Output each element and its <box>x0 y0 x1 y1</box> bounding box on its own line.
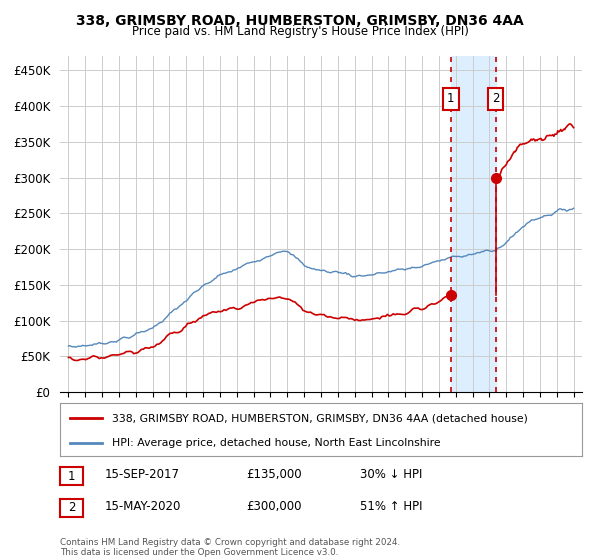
Text: 2: 2 <box>492 92 499 105</box>
Text: 15-SEP-2017: 15-SEP-2017 <box>105 468 180 482</box>
Text: Contains HM Land Registry data © Crown copyright and database right 2024.
This d: Contains HM Land Registry data © Crown c… <box>60 538 400 557</box>
Text: 30% ↓ HPI: 30% ↓ HPI <box>360 468 422 482</box>
Text: £135,000: £135,000 <box>246 468 302 482</box>
Text: 2: 2 <box>68 501 75 515</box>
Text: 1: 1 <box>447 92 455 105</box>
Text: HPI: Average price, detached house, North East Lincolnshire: HPI: Average price, detached house, Nort… <box>112 438 441 448</box>
Text: 1: 1 <box>68 469 75 483</box>
Text: 15-MAY-2020: 15-MAY-2020 <box>105 500 181 514</box>
Text: 338, GRIMSBY ROAD, HUMBERSTON, GRIMSBY, DN36 4AA: 338, GRIMSBY ROAD, HUMBERSTON, GRIMSBY, … <box>76 14 524 28</box>
Bar <box>451 56 496 392</box>
Text: 51% ↑ HPI: 51% ↑ HPI <box>360 500 422 514</box>
Text: Price paid vs. HM Land Registry's House Price Index (HPI): Price paid vs. HM Land Registry's House … <box>131 25 469 38</box>
Text: 338, GRIMSBY ROAD, HUMBERSTON, GRIMSBY, DN36 4AA (detached house): 338, GRIMSBY ROAD, HUMBERSTON, GRIMSBY, … <box>112 413 528 423</box>
Text: £300,000: £300,000 <box>246 500 302 514</box>
